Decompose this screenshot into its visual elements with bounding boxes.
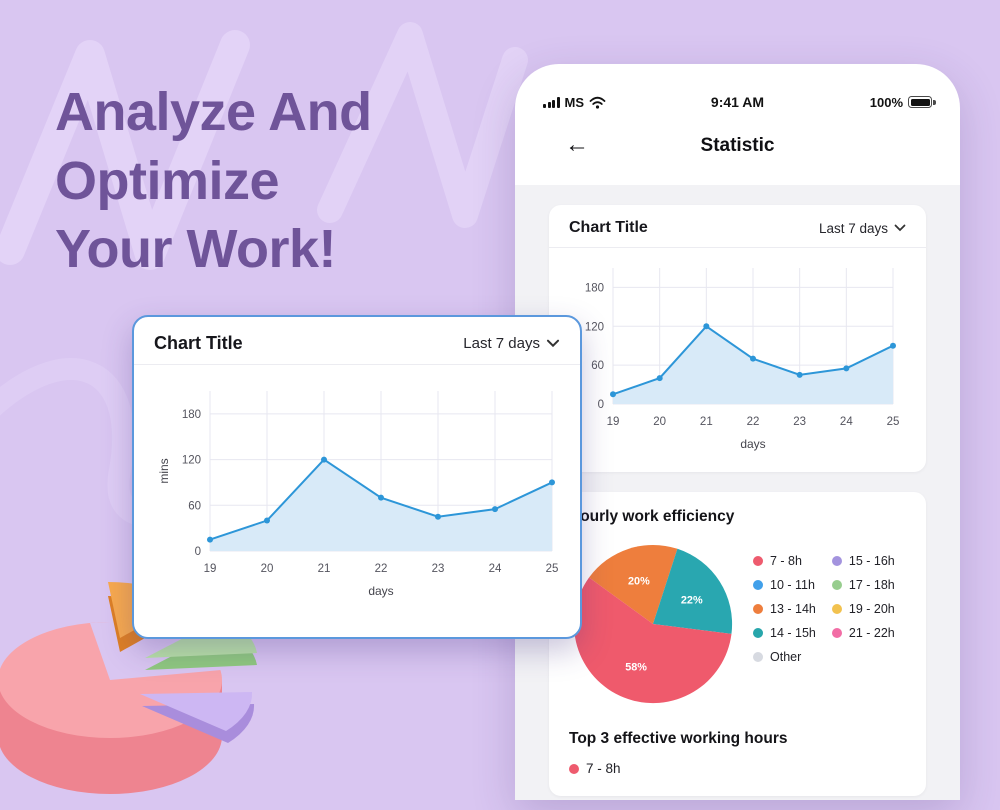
svg-text:22: 22 [375, 563, 388, 575]
pie-chart: 20% 22% 58% [573, 544, 733, 704]
floating-chart-card: Chart Title Last 7 days 0 60 120 180 19 20 21 2… [132, 315, 582, 639]
legend-dot-icon [831, 556, 842, 566]
screen-title: Statistic [700, 135, 775, 156]
legend-label: 7 - 8h [586, 761, 621, 776]
svg-text:25: 25 [546, 563, 559, 575]
svg-text:24: 24 [489, 563, 502, 575]
legend-dot-icon [569, 763, 579, 774]
svg-text:60: 60 [188, 500, 201, 512]
svg-text:24: 24 [840, 416, 853, 428]
svg-text:20%: 20% [628, 575, 650, 587]
wifi-icon [589, 96, 606, 109]
back-arrow-icon[interactable]: ← [559, 130, 595, 160]
svg-text:19: 19 [204, 563, 217, 575]
legend-dot-icon [753, 628, 763, 638]
svg-text:20: 20 [261, 563, 274, 575]
svg-text:22: 22 [747, 416, 760, 428]
nav-bar: ← Statistic [515, 130, 960, 160]
chart-card: Chart Title Last 7 days 0 60 120 180 19 20 21 2… [549, 205, 926, 472]
svg-text:21: 21 [318, 563, 331, 575]
legend-label: Other [770, 650, 802, 664]
svg-text:180: 180 [585, 282, 604, 294]
legend-dot-icon [753, 556, 763, 566]
legend-dot-icon [831, 628, 842, 638]
legend-item: 7 - 8h [753, 554, 816, 568]
floating-range-label: Last 7 days [463, 335, 540, 352]
card-divider [134, 364, 580, 365]
svg-text:0: 0 [598, 399, 604, 411]
legend-dot-icon [831, 604, 842, 614]
top-hours-title: Top 3 effective working hours [569, 730, 788, 747]
legend-item: 21 - 22h [831, 626, 895, 640]
range-label: Last 7 days [818, 220, 888, 236]
legend-label: 19 - 20h [848, 602, 895, 616]
battery-icon [908, 96, 936, 108]
legend-item: Other [753, 650, 816, 664]
legend-item: 19 - 20h [831, 602, 895, 616]
card-divider [549, 247, 926, 248]
line-chart: 0 60 120 180 19 20 21 22 23 24 25 days mins [157, 391, 559, 598]
pie-3d-illustration [0, 582, 257, 794]
clock-label: 9:41 AM [710, 94, 765, 110]
top-hours-list: 7 - 8h [569, 761, 906, 776]
svg-text:58%: 58% [625, 662, 647, 674]
svg-text:120: 120 [585, 321, 604, 333]
svg-text:19: 19 [607, 416, 620, 428]
legend-label: 17 - 18h [848, 578, 895, 592]
screen-body: Chart Title Last 7 days 0 60 120 180 19 20 21 2… [515, 185, 960, 800]
status-bar: MS 9:41 AM 100% [515, 92, 960, 112]
svg-text:23: 23 [432, 563, 445, 575]
svg-text:21: 21 [700, 416, 713, 428]
svg-text:25: 25 [887, 416, 900, 428]
legend-label: 21 - 22h [848, 626, 895, 640]
svg-text:days: days [368, 584, 393, 598]
svg-text:23: 23 [793, 416, 806, 428]
floating-card-title: Chart Title [154, 333, 243, 353]
phone-mockup: MS 9:41 AM 100% ← Statistic Chart Title … [515, 64, 960, 800]
efficiency-card-title: Hourly work efficiency [569, 508, 735, 525]
legend-dot-icon [753, 580, 763, 590]
legend-item: 10 - 11h [753, 578, 816, 592]
legend-dot-icon [831, 580, 842, 590]
legend-dot-icon [753, 604, 763, 614]
carrier-label: MS [564, 94, 585, 110]
svg-text:0: 0 [195, 546, 201, 558]
svg-text:20: 20 [653, 416, 666, 428]
legend-dot-icon [753, 652, 763, 662]
chart-card-title: Chart Title [569, 219, 648, 236]
line-chart: 0 60 120 180 19 20 21 22 23 24 25 days [585, 268, 900, 451]
legend-item: 13 - 14h [753, 602, 816, 616]
svg-text:days: days [740, 437, 765, 451]
page-headline: Analyze And Optimize Your Work! [55, 82, 372, 280]
legend-item: 17 - 18h [831, 578, 895, 592]
legend-label: 14 - 15h [770, 626, 816, 640]
legend-label: 13 - 14h [770, 602, 816, 616]
range-selector[interactable]: Last 7 days [819, 221, 906, 236]
svg-text:60: 60 [591, 360, 604, 372]
svg-text:180: 180 [182, 409, 201, 421]
legend-item: 7 - 8h [569, 761, 906, 776]
chevron-down-icon [546, 339, 560, 348]
legend-label: 7 - 8h [770, 554, 802, 568]
signal-icon [543, 96, 560, 108]
legend-label: 10 - 11h [770, 578, 815, 592]
svg-text:22%: 22% [681, 594, 703, 606]
battery-percent-label: 100% [869, 94, 903, 110]
floating-range-selector[interactable]: Last 7 days [463, 335, 560, 352]
pie-legend: 7 - 8h 10 - 11h 13 - 14h 14 - 15h Other 15 -… [753, 554, 895, 664]
legend-label: 15 - 16h [848, 554, 895, 568]
svg-text:120: 120 [182, 455, 201, 467]
legend-item: 15 - 16h [831, 554, 895, 568]
legend-item: 14 - 15h [753, 626, 816, 640]
efficiency-card: Hourly work efficiency 20% 22% 58% 7 - 8h 1… [549, 492, 926, 796]
svg-text:mins: mins [157, 458, 171, 483]
chevron-down-icon [894, 224, 906, 232]
